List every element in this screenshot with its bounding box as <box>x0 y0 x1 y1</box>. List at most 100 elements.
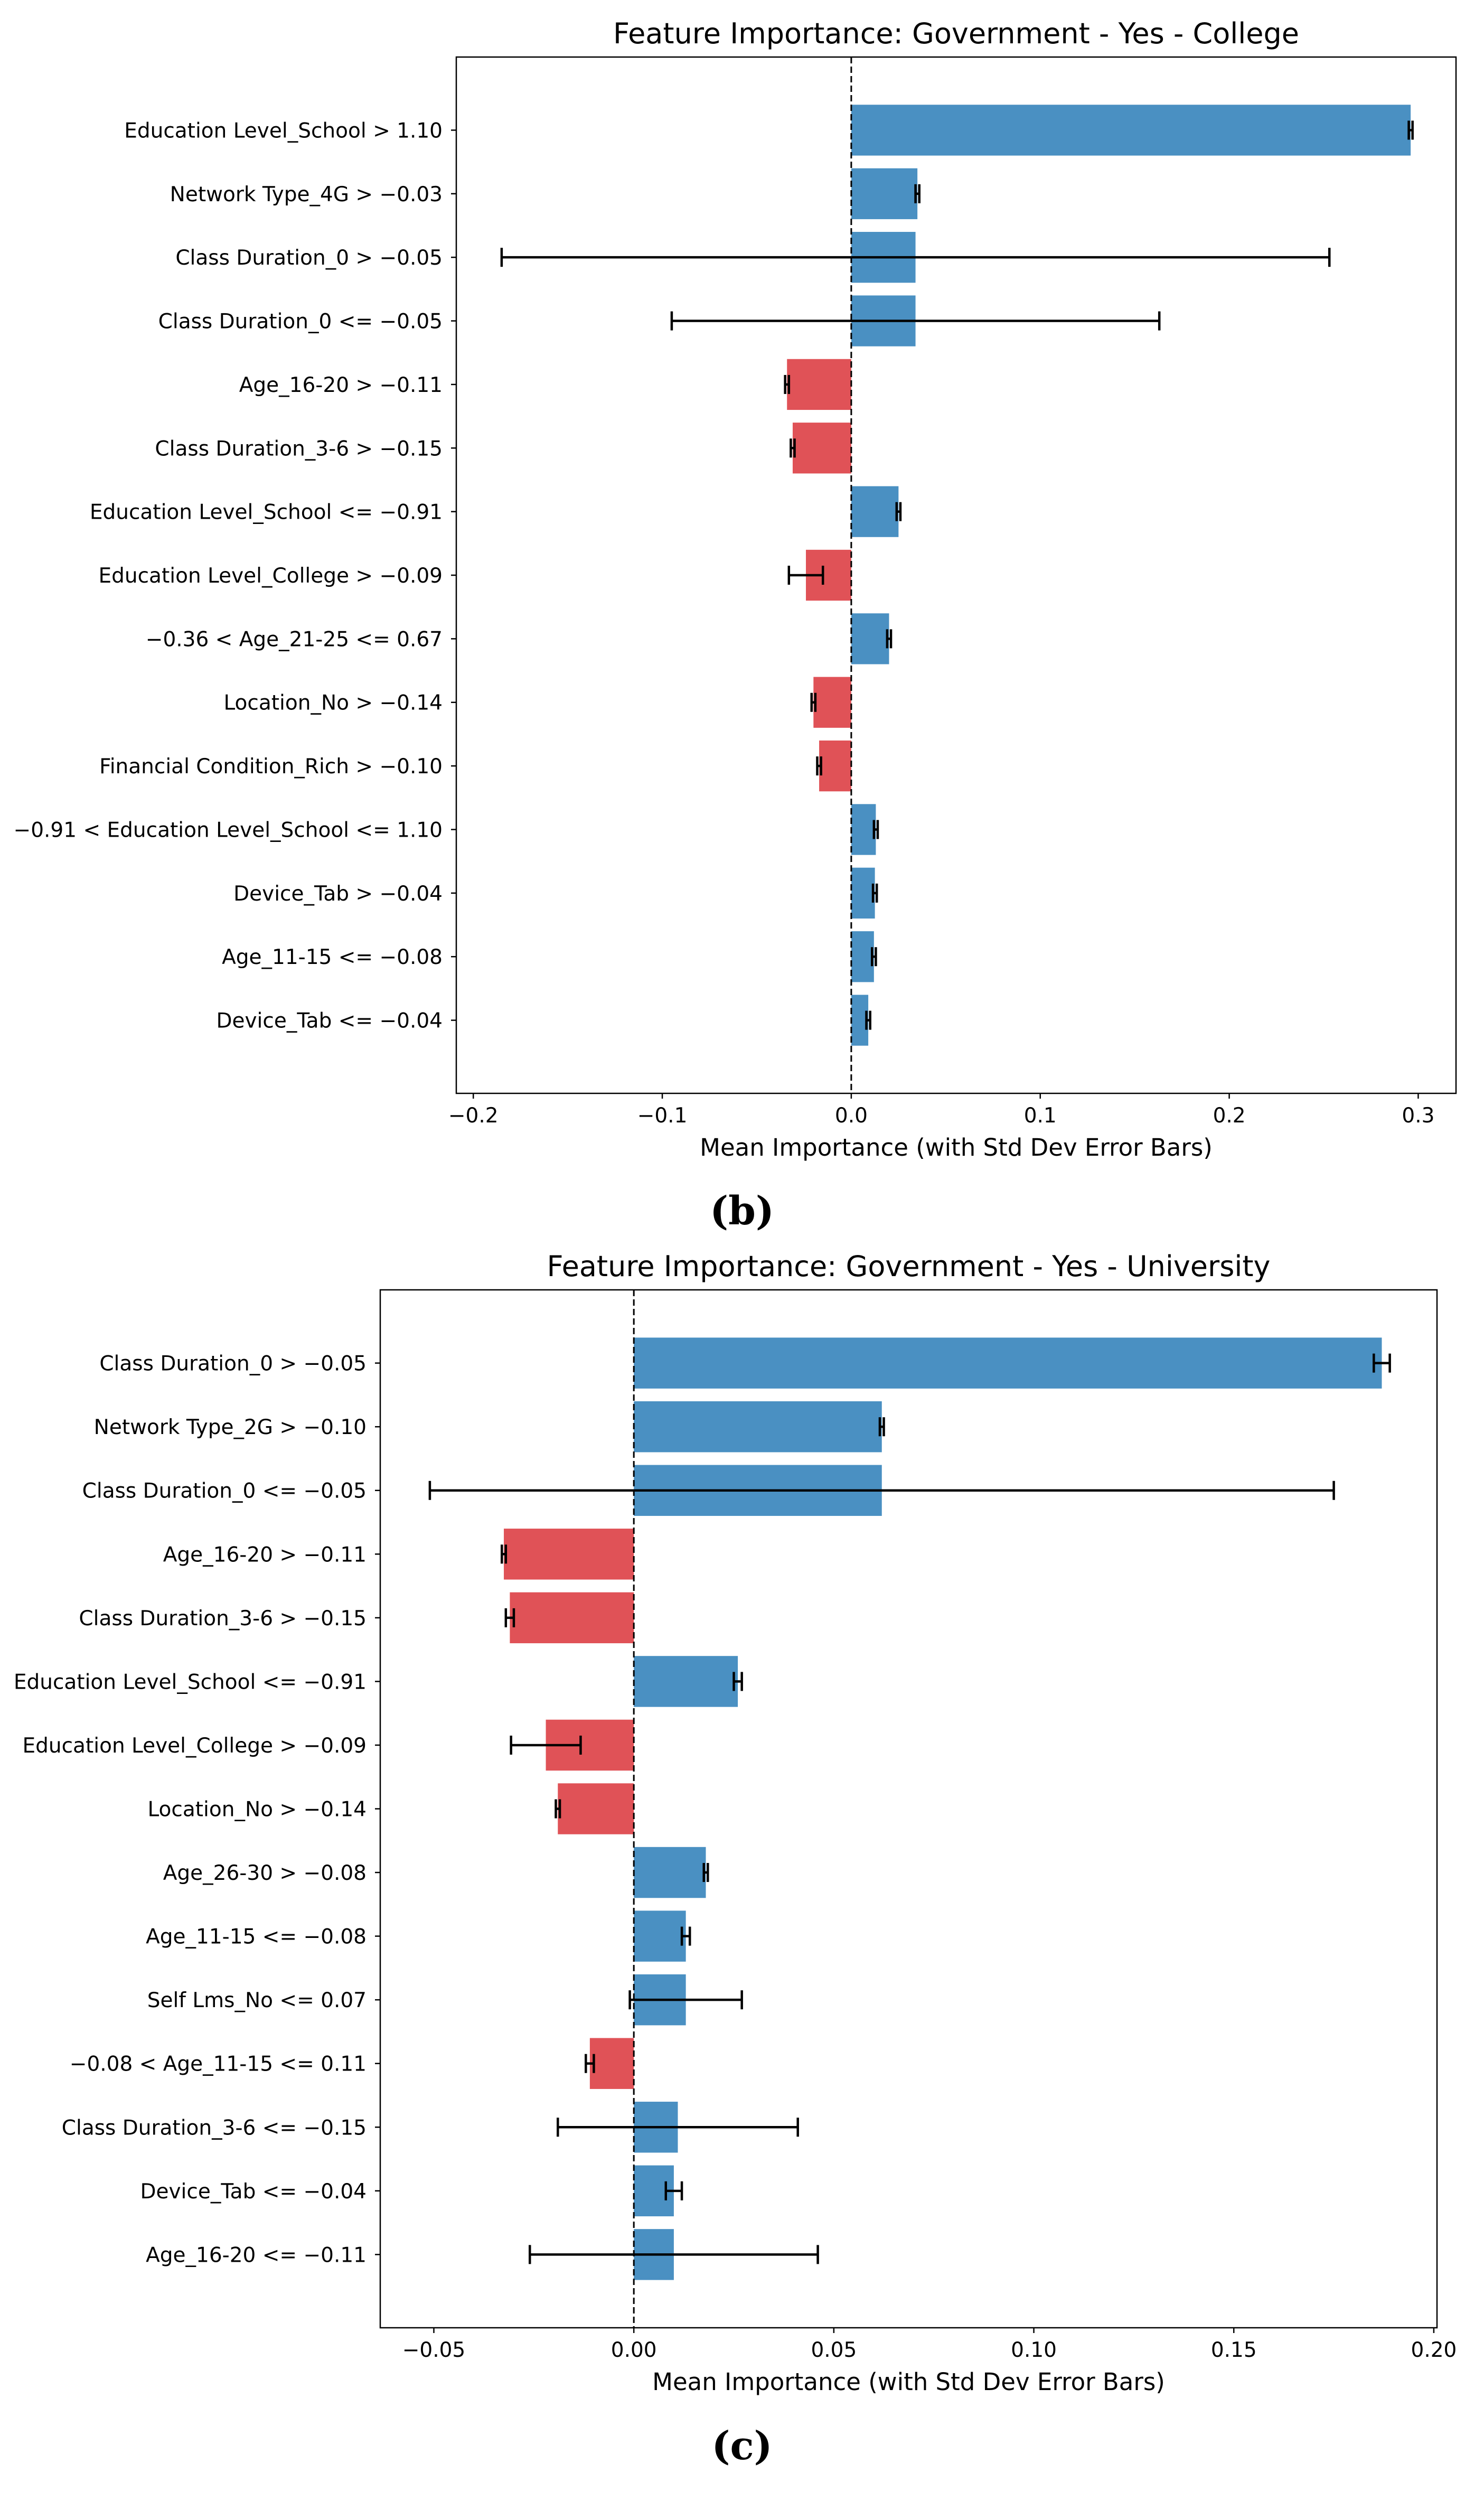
plot-frame <box>455 56 1457 1094</box>
y-tick-label: Self Lms_No <= 0.07 <box>147 1989 367 2012</box>
y-tick-label: Age_16-20 > −0.11 <box>163 1543 367 1567</box>
x-tick-label: 0.05 <box>811 2338 857 2362</box>
error-bar <box>529 2245 819 2264</box>
y-tick-label: Education Level_School <= −0.91 <box>14 1670 367 1694</box>
y-tick-label: Class Duration_0 > −0.05 <box>175 246 443 270</box>
y-tick-label: Education Level_College > −0.09 <box>99 564 443 588</box>
bar <box>634 1910 686 1962</box>
bar <box>851 168 918 219</box>
bar <box>787 359 851 410</box>
y-tick-label: Class Duration_0 > −0.05 <box>99 1352 367 1376</box>
bar <box>504 1529 634 1580</box>
y-tick-label: Location_No > −0.14 <box>224 691 443 715</box>
chart-0: Feature Importance: Government - Yes - C… <box>14 17 1457 1161</box>
y-tick-label: Age_16-20 <= −0.11 <box>146 2243 367 2267</box>
x-tick-label: 0.20 <box>1411 2338 1457 2362</box>
caption-c: (c) <box>711 2423 773 2469</box>
x-tick-label: 0.0 <box>835 1104 868 1128</box>
error-bar <box>585 2054 595 2073</box>
error-bar <box>500 248 1331 267</box>
bar <box>634 1401 882 1453</box>
error-bar <box>555 1799 561 1819</box>
y-tick-label: −0.91 < Education Level_School <= 1.10 <box>14 818 443 842</box>
x-tick-label: 0.00 <box>611 2338 657 2362</box>
error-bar <box>810 692 817 712</box>
bar <box>851 931 874 982</box>
error-bar <box>628 1990 743 2010</box>
error-bar <box>500 1544 508 1564</box>
x-axis-label: Mean Importance (with Std Dev Error Bars… <box>652 2368 1165 2396</box>
error-bar <box>787 566 824 585</box>
x-tick-label: 0.3 <box>1402 1104 1434 1128</box>
y-tick-label: Education Level_School <= −0.91 <box>90 501 443 524</box>
chart-1: Feature Importance: Government - Yes - U… <box>14 1250 1457 2396</box>
error-bar <box>886 629 893 649</box>
y-tick-label: Age_26-30 > −0.08 <box>163 1861 367 1885</box>
error-bar <box>865 1010 871 1030</box>
chart-title: Feature Importance: Government - Yes - U… <box>547 1250 1271 1283</box>
error-bar <box>1373 1353 1391 1373</box>
error-bar <box>872 820 879 839</box>
bar <box>792 423 851 474</box>
y-tick-label: Class Duration_3-6 > −0.15 <box>79 1607 367 1631</box>
y-tick-label: Age_16-20 > −0.11 <box>239 373 443 397</box>
error-bar <box>784 374 791 394</box>
y-tick-label: Age_11-15 <= −0.08 <box>146 1925 367 1949</box>
y-tick-label: Class Duration_0 <= −0.05 <box>82 1479 367 1503</box>
y-tick-label: Age_11-15 <= −0.08 <box>222 945 443 969</box>
x-tick-label: −0.05 <box>402 2338 466 2362</box>
bar <box>851 105 1411 156</box>
error-bar <box>557 2118 799 2137</box>
error-bar <box>732 1672 743 1691</box>
error-bar <box>1407 120 1414 140</box>
error-bar <box>871 947 877 967</box>
y-tick-label: Education Level_School > 1.10 <box>124 119 443 143</box>
plot-frame <box>379 1289 1438 2329</box>
error-bar <box>670 311 1161 331</box>
x-tick-label: −0.1 <box>637 1104 688 1128</box>
error-bar <box>878 1417 885 1437</box>
error-bar <box>914 184 921 203</box>
error-bar <box>504 1608 515 1627</box>
error-bar <box>428 1481 1335 1500</box>
error-bar <box>664 2181 683 2200</box>
caption-b: (b) <box>710 1188 774 1234</box>
x-tick-label: 0.10 <box>1011 2338 1057 2362</box>
y-tick-label: Device_Tab <= −0.04 <box>140 2180 367 2204</box>
bar <box>634 1847 706 1898</box>
y-tick-label: Class Duration_3-6 > −0.15 <box>155 437 443 461</box>
bar <box>510 1592 634 1644</box>
bar <box>634 1337 1382 1389</box>
y-tick-label: Network Type_4G > −0.03 <box>170 183 443 207</box>
y-tick-label: Class Duration_3-6 <= −0.15 <box>62 2116 367 2140</box>
y-tick-label: Location_No > −0.14 <box>148 1798 367 1822</box>
bar <box>634 1656 738 1707</box>
chart-title: Feature Importance: Government - Yes - C… <box>613 17 1299 50</box>
y-tick-label: Education Level_College > −0.09 <box>23 1734 367 1758</box>
bar <box>851 804 876 855</box>
error-bar <box>680 1926 691 1946</box>
y-tick-label: Device_Tab > −0.04 <box>233 882 443 906</box>
error-bar <box>510 1735 582 1755</box>
error-bar <box>702 1863 709 1882</box>
y-tick-label: Device_Tab <= −0.04 <box>216 1009 443 1033</box>
bar <box>813 677 851 728</box>
y-tick-label: Network Type_2G > −0.10 <box>94 1416 367 1439</box>
y-tick-label: Class Duration_0 <= −0.05 <box>158 310 443 334</box>
bar <box>819 740 851 792</box>
error-bar <box>871 883 878 903</box>
bar <box>851 486 899 537</box>
bar <box>589 2038 634 2089</box>
error-bar <box>895 502 902 521</box>
x-axis-label: Mean Importance (with Std Dev Error Bars… <box>700 1134 1213 1161</box>
x-tick-label: 0.15 <box>1211 2338 1257 2362</box>
x-tick-label: 0.2 <box>1213 1104 1246 1128</box>
y-tick-label: −0.08 < Age_11-15 <= 0.11 <box>70 2053 367 2076</box>
y-tick-label: −0.36 < Age_21-25 <= 0.67 <box>146 627 443 651</box>
y-tick-label: Financial Condition_Rich > −0.10 <box>99 755 443 779</box>
error-bar <box>790 438 796 458</box>
x-tick-label: 0.1 <box>1024 1104 1057 1128</box>
bar <box>851 867 875 919</box>
bar <box>558 1783 634 1834</box>
